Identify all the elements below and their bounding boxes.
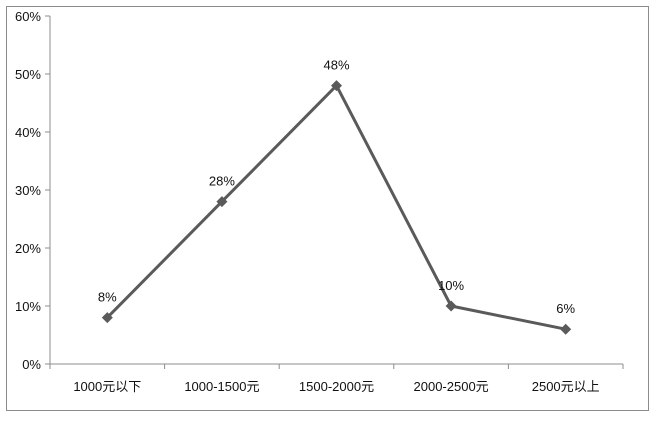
series-line-path <box>106 84 566 331</box>
x-tick-label: 1000-1500元 <box>184 379 259 394</box>
series-markers <box>101 80 572 335</box>
data-label: 8% <box>98 290 117 305</box>
x-tick-labels: 1000元以下 1000-1500元 1500-2000元 2000-2500元 250… <box>49 364 624 394</box>
y-tick-label: 10% <box>15 299 41 314</box>
y-tick-label: 40% <box>15 125 41 140</box>
y-tick-labels: 0% 10% 20% 30% 40% 50% 60% <box>15 9 50 372</box>
data-labels: 8% 28% 48% 10% 6% <box>98 58 576 317</box>
y-tick-label: 30% <box>15 183 41 198</box>
data-point-marker <box>216 196 228 208</box>
data-label: 28% <box>209 174 235 189</box>
data-point-marker <box>445 300 457 312</box>
data-point-marker <box>560 323 572 335</box>
x-tick-label: 1000元以下 <box>73 379 141 394</box>
x-tick-label: 2500元以上 <box>532 379 600 394</box>
data-label: 6% <box>556 301 575 316</box>
y-tick-label: 20% <box>15 241 41 256</box>
data-label: 48% <box>323 58 349 73</box>
y-tick-label: 50% <box>15 67 41 82</box>
chart-frame <box>6 6 649 411</box>
y-tick-label: 60% <box>15 9 41 24</box>
data-label: 10% <box>438 278 464 293</box>
x-tick-label: 1500-2000元 <box>299 379 374 394</box>
data-point-marker <box>331 80 342 92</box>
data-point-marker <box>101 312 113 324</box>
y-tick-label: 0% <box>22 357 41 372</box>
series-line <box>106 84 566 331</box>
x-tick-label: 2000-2500元 <box>414 379 489 394</box>
